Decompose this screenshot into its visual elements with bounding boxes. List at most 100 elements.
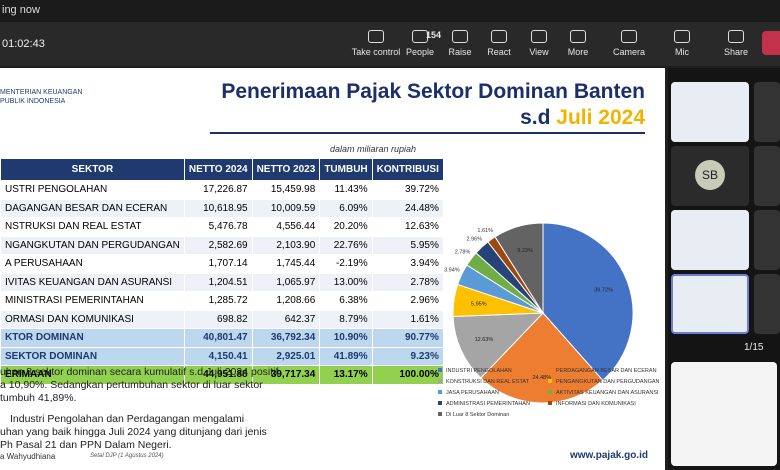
slice-label: 9.23% [517, 248, 533, 254]
logo: MENTERIAN KEUANGAN PUBLIK INDONESIA [0, 88, 82, 106]
table-cell: 4,556.44 [251, 217, 321, 237]
button-icon [368, 30, 384, 43]
table-cell: SEKTOR DOMINAN [0, 346, 185, 366]
table-row: SEKTOR DOMINAN 4,150.41 2,925.01 41.89% 9.23… [0, 346, 444, 366]
table-cell: 1.61% [371, 309, 444, 329]
participant-video[interactable] [754, 82, 780, 142]
participant-video[interactable] [671, 274, 749, 334]
table-row: NSTRUKSI DAN REAL ESTAT 5,476.78 4,556.44 2… [0, 217, 444, 237]
legend-item: INFORMASI DAN KOMUNIKASI [548, 401, 636, 407]
legend-item: AKTIVITAS KEUANGAN DAN ASURANSI [548, 390, 659, 396]
table-cell: 1,745.44 [251, 254, 321, 274]
subtitle-prefix: s.d [520, 106, 551, 129]
slice-label: 12.63% [475, 337, 494, 343]
legend-item: PERDAGANGAN BESAR DAN ECERAN [548, 368, 657, 374]
toolbar-button[interactable]: Share [708, 28, 764, 57]
table-cell: -2.19% [319, 254, 373, 274]
slice-label: 39.72% [594, 287, 613, 293]
table-row: DAGANGAN BESAR DAN ECERAN 10,618.95 10,009… [0, 198, 444, 218]
legend-swatch [548, 368, 552, 372]
table-row: ERIMAAN 44,951.88 39,717.34 13.17% 100.00% [0, 365, 444, 385]
legend-label: INDUSTRI PENGOLAHAN [446, 368, 512, 374]
legend-swatch [438, 401, 442, 405]
toolbar-button[interactable]: More [550, 28, 606, 57]
unit-note: dalam miliaran rupiah [330, 144, 417, 154]
table-cell: 6.09% [319, 198, 373, 218]
table-cell: 17,226.87 [183, 180, 253, 200]
table-cell: 9.23% [371, 346, 444, 366]
participant-video[interactable] [671, 362, 777, 466]
toolbar-button[interactable]: View [511, 28, 567, 57]
paragraph-line: Ph Pasal 21 dan PPN Dalam Negeri. [0, 439, 172, 451]
pie-slice [542, 222, 634, 382]
table-cell: 10.90% [319, 328, 373, 348]
table-cell: 5.95% [371, 235, 444, 255]
button-icon [621, 30, 637, 43]
participant-video[interactable] [754, 274, 780, 334]
button-label: More [567, 47, 589, 57]
slice-label: 24.48% [532, 375, 551, 381]
column-header: NETTO 2023 [251, 158, 321, 181]
legend-label: ADMINISTRASI PEMERINTAHAN [446, 401, 530, 407]
table-cell: 8.79% [319, 309, 373, 329]
column-header: SEKTOR [0, 158, 185, 181]
table-cell: 698.82 [183, 309, 253, 329]
table-cell: A PERUSAHAAN [0, 254, 185, 274]
toolbar-button[interactable]: Mic [654, 28, 710, 57]
table-row: MINISTRASI PEMERINTAHAN 1,285.72 1,208.66 6… [0, 291, 444, 311]
participant-avatar-tile[interactable]: SB [671, 146, 749, 206]
button-label: People [405, 47, 435, 57]
table-cell: 6.38% [319, 291, 373, 311]
button-label: Mic [675, 47, 689, 57]
legend-label: Di Luar 8 Sektor Dominan [446, 412, 510, 418]
legend-swatch [438, 368, 442, 372]
table-cell: NGANGKUTAN DAN PERGUDANGAN [0, 235, 185, 255]
toolbar-button[interactable]: 154 People [392, 28, 448, 57]
title-rule [210, 132, 645, 134]
participant-video[interactable] [671, 210, 749, 270]
table-cell: 13.17% [319, 365, 373, 385]
pager[interactable]: 1/15 [744, 342, 764, 353]
leave-button[interactable] [762, 31, 780, 55]
toolbar-button[interactable]: Raise [432, 28, 488, 57]
participant-video[interactable] [671, 82, 749, 142]
table-cell: 13.00% [319, 272, 373, 292]
table-cell: 642.37 [251, 309, 321, 329]
paragraph-line: uhan yang baik hingga Juli 2024 yang dit… [0, 426, 267, 438]
website: www.pajak.go.id [570, 450, 648, 461]
toolbar-button[interactable]: Camera [601, 28, 657, 57]
legend-swatch [438, 379, 442, 383]
table-cell: 41.89% [319, 346, 373, 366]
slice-label: 5.95% [471, 301, 487, 307]
meeting-timer: 01:02:43 [2, 38, 45, 50]
legend-swatch [548, 401, 552, 405]
toolbar-button[interactable]: React [471, 28, 527, 57]
table-cell: 2,103.90 [251, 235, 321, 255]
slice-label: 2.96% [467, 237, 483, 243]
slice-label: 2.78% [455, 250, 471, 256]
button-icon [412, 30, 428, 43]
table-cell: 2.78% [371, 272, 444, 292]
participant-video[interactable] [754, 146, 780, 206]
table-cell: KTOR DOMINAN [0, 328, 185, 348]
legend-label: PENGANGKUTAN DAN PERGUDANGAN [556, 379, 660, 385]
table-cell: 4,150.41 [183, 346, 253, 366]
button-icon [570, 30, 586, 43]
column-header: TUMBUH [319, 158, 373, 181]
slide-subtitle: s.d Juli 2024 [400, 106, 645, 130]
table-row: NGANGKUTAN DAN PERGUDANGAN 2,582.69 2,103.… [0, 235, 444, 255]
table-cell: 12.63% [371, 217, 444, 237]
table-cell: 10,009.59 [251, 198, 321, 218]
table-cell: 1,285.72 [183, 291, 253, 311]
participant-video[interactable] [754, 210, 780, 270]
toolbar-button[interactable]: Take control [348, 28, 404, 57]
subtitle-highlight: Juli 2024 [556, 106, 645, 129]
avatar: SB [695, 160, 725, 190]
table-cell: 1,208.66 [251, 291, 321, 311]
legend: INDUSTRI PENGOLAHAN PERDAGANGAN BESAR DAN… [438, 368, 663, 428]
source: Setal DJP (1 Agustus 2024) [90, 453, 164, 459]
paragraph-line: uhan 8 sektor dominan secara kumulatif s… [0, 366, 279, 378]
legend-label: AKTIVITAS KEUANGAN DAN ASURANSI [556, 390, 659, 396]
table-cell: 36,792.34 [251, 328, 321, 348]
